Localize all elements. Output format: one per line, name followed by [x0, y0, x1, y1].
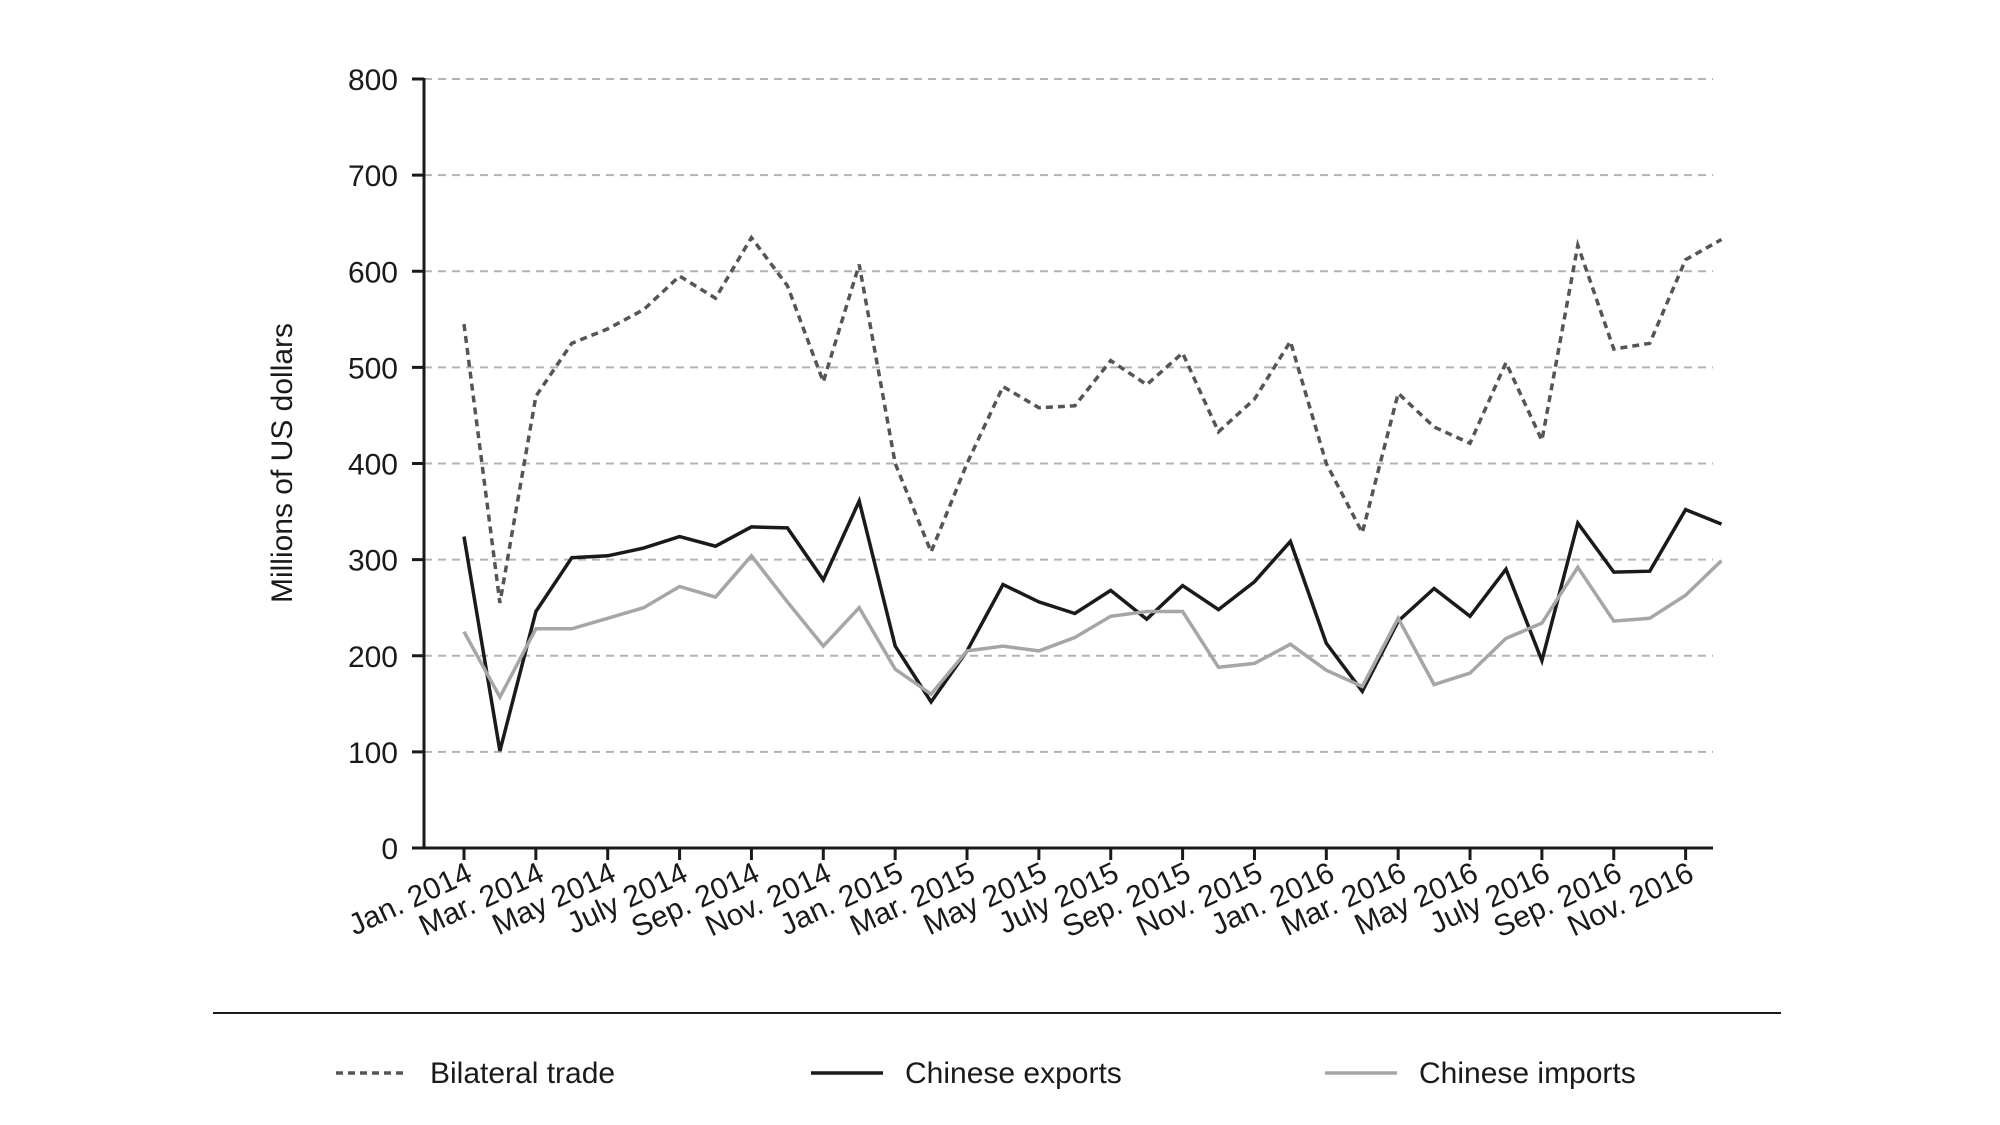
y-tick-label: 400 — [348, 449, 398, 482]
series-line-chinese-exports — [462, 495, 1723, 752]
legend-label: Chinese imports — [1419, 1057, 1636, 1090]
y-axis-title: Millions of US dollars — [266, 323, 299, 603]
series-lines — [462, 234, 1723, 752]
y-tick-label: 300 — [348, 545, 398, 578]
y-tick-label: 600 — [348, 256, 398, 289]
series-line-bilateral-trade — [462, 234, 1723, 604]
y-tick-label: 0 — [381, 833, 398, 866]
legend-label: Chinese exports — [905, 1057, 1122, 1090]
y-tick-label: 200 — [348, 641, 398, 674]
gridlines — [424, 78, 1713, 753]
y-tick-label: 700 — [348, 160, 398, 193]
y-tick-label: 800 — [348, 64, 398, 97]
y-tick-label: 100 — [348, 737, 398, 770]
legend: Bilateral trade Chinese exports Chinese im… — [336, 1057, 1636, 1090]
y-axis-ticks: 0 100 200 300 400 500 600 700 800 — [348, 64, 424, 866]
y-tick-label: 500 — [348, 352, 398, 385]
legend-label: Bilateral trade — [430, 1057, 615, 1090]
series-line-chinese-imports — [462, 553, 1723, 701]
